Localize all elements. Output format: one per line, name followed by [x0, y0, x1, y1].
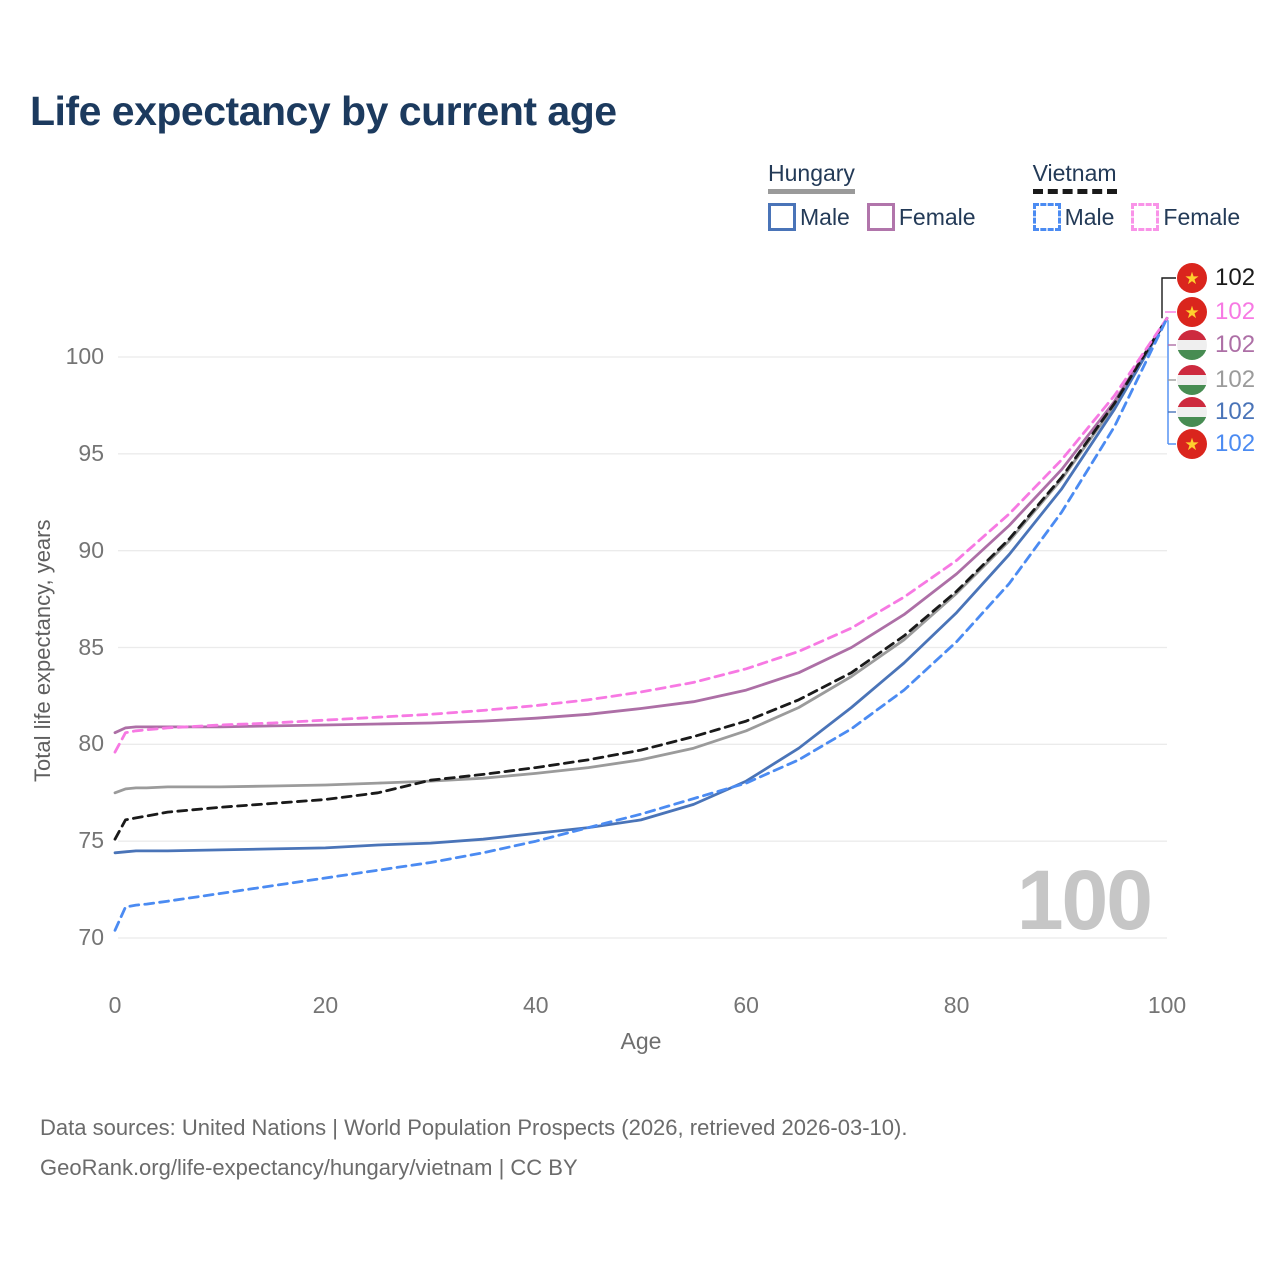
legend-column-vietnam: Vietnam Male Female: [1032, 160, 1241, 231]
hungary-female-swatch-icon: [866, 203, 895, 231]
end-label-hungary_male: 102: [1177, 395, 1255, 429]
legend-hungary-female-label: Female: [898, 203, 976, 230]
x-axis-tick-label: 0: [108, 992, 122, 1018]
vietnam-flag-icon: ★: [1177, 429, 1207, 459]
age-counter-watermark: 100: [1016, 853, 1153, 947]
x-axis-tick-label: 60: [733, 992, 759, 1018]
end-value: 102: [1215, 366, 1256, 393]
y-axis-tick-label: 80: [78, 730, 104, 757]
vietnam-female-swatch-icon: [1131, 203, 1160, 231]
legend-item-vietnam-female[interactable]: Female: [1131, 203, 1240, 231]
y-axis-tick-label: 95: [78, 439, 104, 466]
y-axis-tick-label: 90: [78, 536, 104, 563]
end-label-vietnam_total: ★ 102: [1177, 261, 1255, 295]
end-label-vietnam_male: ★ 102: [1177, 427, 1255, 461]
y-axis-tick-label: 75: [78, 827, 104, 854]
end-value: 102: [1215, 430, 1256, 457]
hungary-flag-icon: [1177, 397, 1207, 427]
end-value: 102: [1215, 331, 1256, 358]
y-axis-tick-label: 85: [78, 633, 104, 660]
end-label-hungary_total: 102: [1177, 363, 1255, 397]
end-label-hungary_female: 102: [1177, 328, 1255, 362]
legend-vietnam-title: Vietnam: [1032, 160, 1117, 194]
end-value: 102: [1215, 298, 1256, 325]
legend-vietnam-female-label: Female: [1163, 203, 1241, 230]
y-axis-tick-label: 100: [65, 343, 104, 369]
hungary-male-swatch-icon: [768, 203, 796, 231]
x-axis-title: Age: [620, 1028, 662, 1054]
legend-hungary-male-label: Male: [800, 203, 850, 230]
x-axis-tick-label: 100: [1147, 992, 1187, 1018]
vietnam-flag-icon: ★: [1177, 297, 1207, 327]
x-axis-tick-label: 80: [943, 992, 970, 1018]
page-title: Life expectancy by current age: [30, 88, 617, 134]
y-axis-tick-label: 70: [78, 924, 104, 950]
legend-hungary-items: Male Female: [768, 203, 976, 231]
end-label-vietnam_female: ★ 102: [1177, 295, 1255, 329]
end-value: 102: [1215, 398, 1256, 425]
legend-item-hungary-male[interactable]: Male: [768, 203, 850, 231]
x-axis-tick-label: 20: [312, 992, 339, 1018]
legend-hungary-title: Hungary: [768, 160, 855, 194]
legend-hungary-header: Hungary: [768, 160, 976, 194]
legend-vietnam-header: Vietnam: [1032, 160, 1241, 194]
y-axis-title: Total life expectancy, years: [30, 519, 55, 783]
vietnam-male-swatch-icon: [1032, 203, 1061, 231]
legend-vietnam-items: Male Female: [1032, 203, 1240, 231]
legend-column-hungary: Hungary Male Female: [768, 160, 976, 231]
footer-source-url[interactable]: GeoRank.org/life-expectancy/hungary/viet…: [40, 1155, 578, 1180]
hungary-flag-icon: [1177, 330, 1207, 360]
end-value: 102: [1215, 264, 1256, 291]
x-axis-tick-label: 40: [523, 992, 549, 1018]
vietnam-flag-icon: ★: [1177, 263, 1207, 293]
legend: Hungary Male Female Vietnam Male: [768, 160, 1240, 231]
legend-vietnam-male-label: Male: [1064, 203, 1115, 230]
legend-item-vietnam-male[interactable]: Male: [1032, 203, 1115, 231]
legend-item-hungary-female[interactable]: Female: [866, 203, 976, 231]
footer: Data sources: United Nations | World Pop…: [40, 1108, 907, 1188]
hungary-flag-icon: [1177, 365, 1207, 395]
footer-data-sources: Data sources: United Nations | World Pop…: [40, 1115, 908, 1140]
